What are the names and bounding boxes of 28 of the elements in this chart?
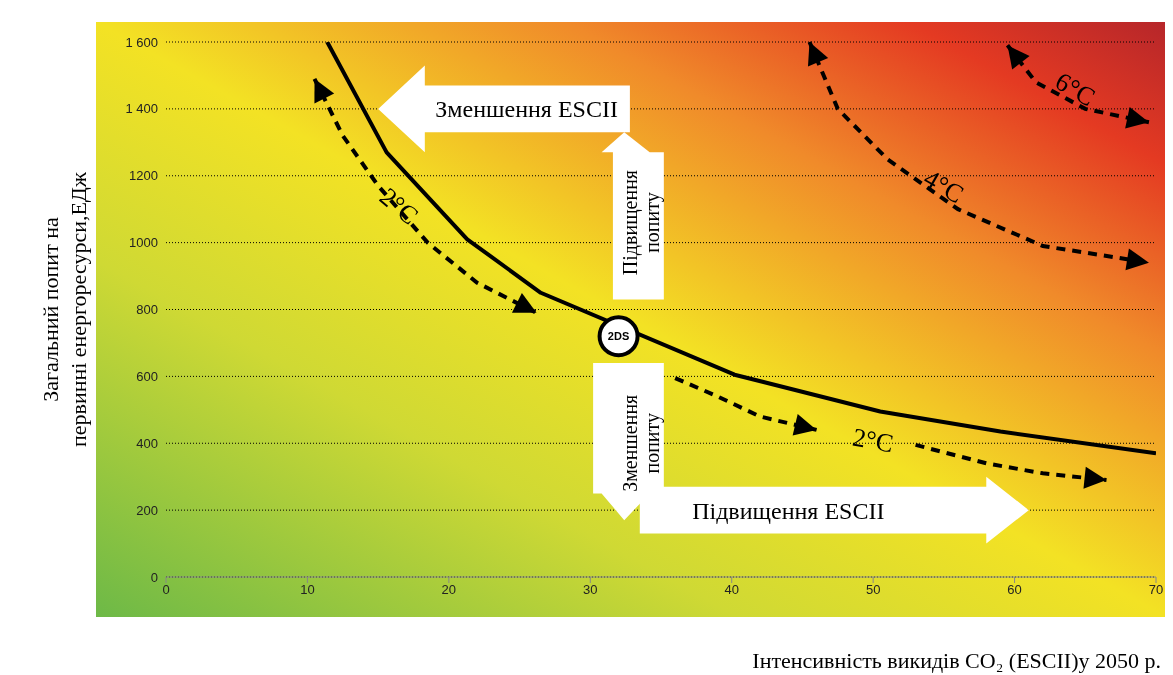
annotation: Зменшення попиту <box>618 394 664 492</box>
x-axis-title: Інтенсивність викидів CO₂ (ESCII)у 2050 р. <box>752 648 1161 673</box>
annotation: Підвищення попиту <box>618 169 664 276</box>
y-tick-label: 800 <box>136 302 158 318</box>
x-tick-label: 70 <box>1148 582 1164 598</box>
x-tick-label: 30 <box>583 582 598 598</box>
x-tick-label: 20 <box>441 582 457 598</box>
y-tick-label: 1200 <box>129 168 158 184</box>
x-tick-label: 0 <box>162 582 170 598</box>
x-tick-label: 50 <box>865 582 881 598</box>
y-tick-label: 1 400 <box>125 101 158 117</box>
y-tick-label: 1000 <box>129 235 158 251</box>
annotation: 2°C <box>850 422 896 459</box>
y-tick-label: 1 600 <box>125 34 158 50</box>
y-tick-label: 200 <box>136 502 158 518</box>
y-tick-label: 600 <box>136 368 158 384</box>
annotation: 2DS <box>607 330 630 343</box>
x-tick-label: 60 <box>1007 582 1022 598</box>
x-tick-label: 10 <box>300 582 315 598</box>
annotation: 2°C <box>374 182 424 231</box>
y-axis-title: Загальний попит на первинні енергоресурси,ЕДж <box>38 171 91 448</box>
y-tick-label: 400 <box>136 435 158 451</box>
annotation: Підвищення ESCII <box>692 497 885 524</box>
y-tick-label: 0 <box>150 569 158 585</box>
annotation: 6°C <box>1050 66 1100 113</box>
annotation: Зменшення ESCII <box>435 96 618 123</box>
x-tick-label: 40 <box>724 582 739 598</box>
annotation: 4°C <box>918 163 969 210</box>
